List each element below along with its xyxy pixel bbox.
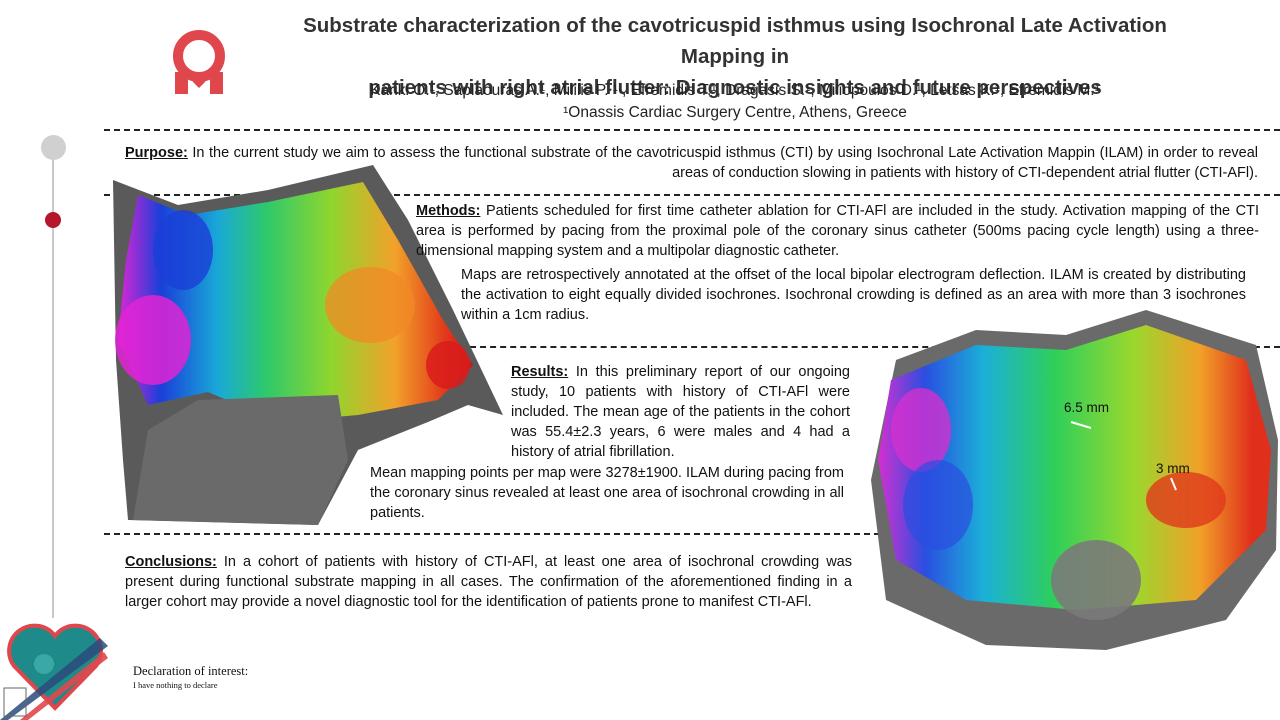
methods-section: Methods: Patients scheduled for first ti… [416, 201, 1259, 261]
divider-top [104, 129, 1280, 131]
declaration-text: I have nothing to declare [133, 680, 218, 690]
divider-purpose [104, 194, 1280, 196]
results-label: Results: [511, 364, 569, 380]
poster-title: Substrate characterization of the cavotr… [303, 14, 1167, 99]
conference-heart-logo [0, 623, 108, 720]
methods-text-2: Maps are retrospectively annotated at th… [461, 267, 1246, 323]
affiliation: ¹Onassis Cardiac Surgery Centre, Athens,… [563, 104, 907, 121]
methods-text: Patients scheduled for first time cathet… [416, 203, 1259, 259]
methods-label: Methods: [416, 203, 481, 219]
onassis-logo [173, 30, 225, 94]
results-text: In this preliminary report of our ongoin… [511, 364, 850, 460]
results-section: Results: In this preliminary report of o… [511, 362, 850, 462]
divider-results [104, 533, 880, 535]
divider-methods [470, 346, 1280, 348]
timeline-dot-red [45, 212, 61, 228]
right-activation-map [871, 310, 1278, 650]
timeline-dot-grey [41, 135, 66, 160]
declaration-heading: Declaration of interest: [133, 664, 249, 678]
purpose-label: Purpose: [125, 145, 188, 161]
author-list: Kariki O.¹, Saplaouras A.¹, Mililis P.⸱¹… [370, 82, 1100, 99]
authors-block: Kariki O.¹, Saplaouras A.¹, Mililis P.⸱¹… [260, 80, 1210, 124]
map-label-3mm: 3 mm [1156, 461, 1190, 476]
results-section-2: Mean mapping points per map were 3278±19… [370, 463, 844, 523]
purpose-section: Purpose: In the current study we aim to … [125, 143, 1258, 183]
methods-section-2: Maps are retrospectively annotated at th… [461, 265, 1246, 325]
map-label-6-5mm: 6.5 mm [1064, 400, 1110, 415]
conclusions-text: In a cohort of patients with history of … [125, 554, 852, 610]
conclusions-section: Conclusions: In a cohort of patients wit… [125, 552, 852, 612]
timeline-line [52, 148, 54, 618]
left-activation-map [113, 165, 503, 525]
conclusions-label: Conclusions: [125, 554, 217, 570]
results-text-2: Mean mapping points per map were 3278±19… [370, 465, 844, 521]
purpose-text: In the current study we aim to assess th… [187, 145, 1258, 181]
